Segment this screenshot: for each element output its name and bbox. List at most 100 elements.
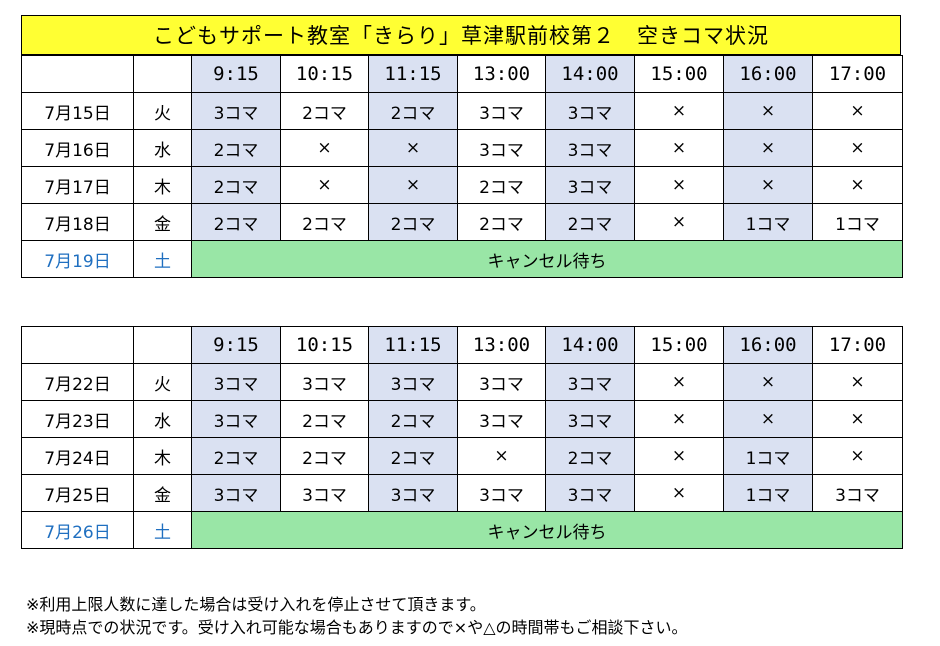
- slot-cell: ×: [634, 203, 724, 241]
- slot-cell: 3コマ: [191, 92, 281, 130]
- weekday-cell: 金: [133, 474, 192, 512]
- slot-cell: ×: [634, 437, 724, 475]
- footnote: ※現時点での状況です。受け入れ可能な場合もありますので×や△の時間帯もご相談下さ…: [26, 618, 688, 637]
- time-header: 9:15: [191, 326, 281, 364]
- time-header: 17:00: [812, 326, 903, 364]
- time-header: 16:00: [723, 55, 813, 93]
- date-cell: 7月26日: [21, 511, 134, 549]
- table-row: 7月22日 火 3コマ 3コマ 3コマ 3コマ 3コマ × × ×: [21, 363, 903, 401]
- time-header: 13:00: [457, 55, 546, 93]
- slot-cell: 2コマ: [280, 437, 369, 475]
- slot-cell: ×: [368, 129, 458, 167]
- footnotes: ※利用上限人数に達した場合は受け入れを停止させて頂きます。 ※現時点での状況です…: [26, 593, 688, 639]
- table-row: 7月25日 金 3コマ 3コマ 3コマ 3コマ 3コマ × 1コマ 3コマ: [21, 474, 903, 512]
- weekday-cell: 火: [133, 363, 192, 401]
- slot-cell: ×: [634, 129, 724, 167]
- date-cell: 7月18日: [21, 203, 134, 241]
- slot-cell: ×: [368, 166, 458, 204]
- slot-cell: 3コマ: [368, 363, 458, 401]
- weekday-cell: 木: [133, 437, 192, 475]
- time-header: 9:15: [191, 55, 281, 93]
- slot-cell: 3コマ: [191, 400, 281, 438]
- date-cell: 7月23日: [21, 400, 134, 438]
- slot-cell: 2コマ: [191, 129, 281, 167]
- date-cell: 7月25日: [21, 474, 134, 512]
- slot-cell: ×: [812, 92, 903, 130]
- date-cell: 7月24日: [21, 437, 134, 475]
- slot-cell: ×: [723, 400, 813, 438]
- slot-cell: ×: [634, 92, 724, 130]
- slot-cell: ×: [280, 129, 369, 167]
- date-cell: 7月22日: [21, 363, 134, 401]
- slot-cell: 2コマ: [191, 437, 281, 475]
- header-row: 9:15 10:15 11:15 13:00 14:00 15:00 16:00…: [21, 55, 903, 93]
- corner-cell: [21, 55, 134, 93]
- slot-cell: 3コマ: [457, 92, 546, 130]
- time-header: 15:00: [634, 55, 724, 93]
- waitlist-cell: キャンセル待ち: [191, 240, 903, 278]
- slot-cell: 3コマ: [545, 363, 635, 401]
- slot-cell: 3コマ: [368, 474, 458, 512]
- slot-cell: 2コマ: [545, 437, 635, 475]
- slot-cell: 2コマ: [457, 203, 546, 241]
- slot-cell: 3コマ: [812, 474, 903, 512]
- table-row: 7月17日 木 2コマ × × 2コマ 3コマ × × ×: [21, 166, 903, 204]
- weekday-cell: 水: [133, 129, 192, 167]
- slot-cell: 2コマ: [280, 92, 369, 130]
- table-row: 7月23日 水 3コマ 2コマ 2コマ 3コマ 3コマ × × ×: [21, 400, 903, 438]
- slot-cell: ×: [723, 92, 813, 130]
- time-header: 17:00: [812, 55, 903, 93]
- slot-cell: 3コマ: [545, 92, 635, 130]
- schedule-table-week2: 9:15 10:15 11:15 13:00 14:00 15:00 16:00…: [21, 326, 903, 549]
- header-row: 9:15 10:15 11:15 13:00 14:00 15:00 16:00…: [21, 326, 903, 364]
- footnote: ※利用上限人数に達した場合は受け入れを停止させて頂きます。: [26, 595, 486, 614]
- slot-cell: 3コマ: [545, 400, 635, 438]
- schedule-table-week1: 9:15 10:15 11:15 13:00 14:00 15:00 16:00…: [21, 55, 903, 278]
- slot-cell: 1コマ: [723, 437, 813, 475]
- slot-cell: ×: [723, 363, 813, 401]
- slot-cell: 1コマ: [723, 203, 813, 241]
- slot-cell: 3コマ: [545, 166, 635, 204]
- time-header: 16:00: [723, 326, 813, 364]
- slot-cell: ×: [634, 400, 724, 438]
- weekday-cell: 土: [133, 240, 192, 278]
- slot-cell: 3コマ: [191, 363, 281, 401]
- slot-cell: ×: [812, 166, 903, 204]
- time-header: 14:00: [545, 326, 635, 364]
- table-row: 7月18日 金 2コマ 2コマ 2コマ 2コマ 2コマ × 1コマ 1コマ: [21, 203, 903, 241]
- slot-cell: ×: [723, 166, 813, 204]
- weekday-cell: 火: [133, 92, 192, 130]
- slot-cell: 3コマ: [457, 129, 546, 167]
- slot-cell: 2コマ: [368, 437, 458, 475]
- table-row: 7月15日 火 3コマ 2コマ 2コマ 3コマ 3コマ × × ×: [21, 92, 903, 130]
- time-header: 10:15: [280, 326, 369, 364]
- slot-cell: 2コマ: [457, 166, 546, 204]
- waitlist-cell: キャンセル待ち: [191, 511, 903, 549]
- page-title: こどもサポート教室「きらり」草津駅前校第２ 空きコマ状況: [21, 15, 901, 55]
- date-cell: 7月19日: [21, 240, 134, 278]
- slot-cell: 3コマ: [280, 363, 369, 401]
- slot-cell: 2コマ: [280, 203, 369, 241]
- slot-cell: 1コマ: [723, 474, 813, 512]
- time-header: 11:15: [368, 326, 458, 364]
- date-cell: 7月17日: [21, 166, 134, 204]
- saturday-row: 7月26日 土 キャンセル待ち: [21, 511, 903, 549]
- slot-cell: ×: [280, 166, 369, 204]
- slot-cell: ×: [634, 363, 724, 401]
- slot-cell: ×: [812, 363, 903, 401]
- slot-cell: 2コマ: [191, 166, 281, 204]
- corner-cell: [21, 326, 134, 364]
- corner-cell: [133, 326, 192, 364]
- saturday-row: 7月19日 土 キャンセル待ち: [21, 240, 903, 278]
- time-header: 11:15: [368, 55, 458, 93]
- slot-cell: 1コマ: [812, 203, 903, 241]
- slot-cell: 2コマ: [280, 400, 369, 438]
- slot-cell: ×: [457, 437, 546, 475]
- time-header: 15:00: [634, 326, 724, 364]
- slot-cell: ×: [634, 474, 724, 512]
- slot-cell: ×: [812, 437, 903, 475]
- slot-cell: 3コマ: [457, 474, 546, 512]
- date-cell: 7月16日: [21, 129, 134, 167]
- slot-cell: 2コマ: [368, 92, 458, 130]
- table-row: 7月24日 木 2コマ 2コマ 2コマ × 2コマ × 1コマ ×: [21, 437, 903, 475]
